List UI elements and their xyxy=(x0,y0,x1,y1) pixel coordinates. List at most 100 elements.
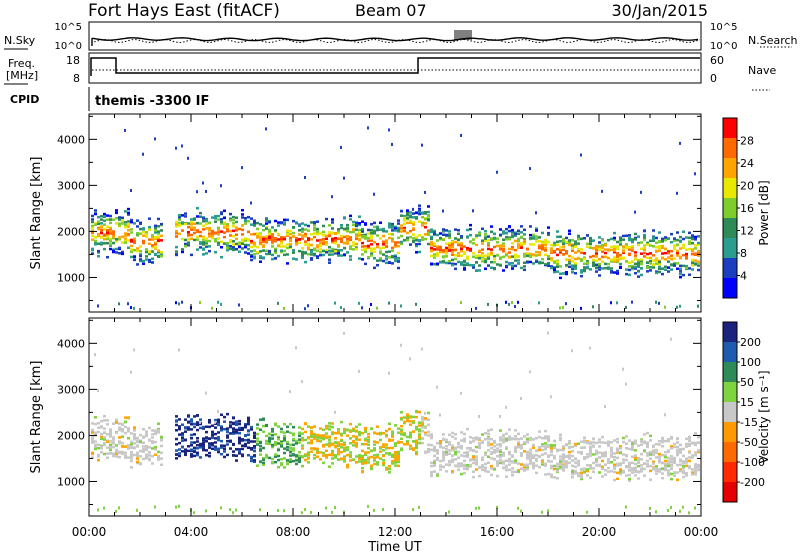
data-cell xyxy=(271,238,274,242)
data-cell xyxy=(289,449,292,452)
data-cell xyxy=(388,256,391,259)
data-cell xyxy=(100,231,103,235)
data-cell xyxy=(97,251,100,254)
data-cell xyxy=(157,250,160,254)
data-cell xyxy=(463,454,466,458)
data-cell xyxy=(511,473,514,477)
data-cell xyxy=(628,468,631,472)
data-cell xyxy=(553,270,556,274)
data-cell xyxy=(589,242,592,246)
data-cell xyxy=(106,452,109,455)
data-cell xyxy=(130,440,133,444)
data-cell xyxy=(355,228,358,231)
data-cell xyxy=(271,240,274,243)
data-cell xyxy=(541,510,543,514)
data-cell xyxy=(619,447,622,450)
data-cell xyxy=(106,255,109,259)
data-cell xyxy=(490,266,493,270)
data-cell xyxy=(694,262,697,265)
data-cell xyxy=(277,465,280,469)
data-cell xyxy=(514,248,517,252)
data-cell xyxy=(418,421,421,424)
data-cell xyxy=(655,245,658,249)
data-cell xyxy=(394,257,397,260)
data-cell xyxy=(331,442,334,445)
data-cell xyxy=(481,465,484,469)
data-cell xyxy=(139,454,142,458)
data-cell xyxy=(322,451,325,455)
data-cell xyxy=(220,439,223,443)
data-cell xyxy=(259,260,262,263)
data-cell xyxy=(253,223,256,227)
data-cell xyxy=(598,456,601,459)
data-cell xyxy=(136,457,139,460)
data-cell xyxy=(436,385,438,389)
data-cell xyxy=(583,237,586,240)
data-cell xyxy=(610,237,613,241)
data-cell xyxy=(601,475,604,478)
data-cell xyxy=(106,419,109,422)
data-cell xyxy=(622,251,625,254)
data-cell xyxy=(568,457,571,460)
data-cell xyxy=(400,437,403,441)
data-cell xyxy=(325,251,328,254)
data-cell xyxy=(496,244,499,248)
data-cell xyxy=(418,410,421,414)
data-cell xyxy=(352,427,355,431)
data-cell xyxy=(328,249,331,253)
data-cell xyxy=(640,241,643,244)
data-cell xyxy=(97,220,100,224)
data-cell xyxy=(628,461,631,465)
data-cell xyxy=(106,228,109,232)
data-cell xyxy=(655,236,658,240)
data-cell xyxy=(316,449,319,452)
data-cell xyxy=(577,474,580,478)
data-cell xyxy=(400,230,403,233)
data-cell xyxy=(283,437,286,441)
data-cell xyxy=(235,423,238,427)
data-cell xyxy=(637,459,640,462)
data-cell xyxy=(235,237,238,241)
data-cell xyxy=(673,458,676,462)
data-cell xyxy=(490,237,493,240)
data-cell xyxy=(334,240,337,243)
data-cell xyxy=(205,440,208,443)
data-cell xyxy=(229,425,232,428)
data-cell xyxy=(148,457,151,461)
data-cell xyxy=(493,448,496,452)
data-cell xyxy=(241,216,244,219)
data-cell xyxy=(133,241,136,245)
data-cell xyxy=(385,468,388,471)
data-cell xyxy=(382,243,385,246)
data-cell xyxy=(697,251,700,255)
data-cell xyxy=(355,237,358,241)
data-cell xyxy=(688,437,691,440)
data-cell xyxy=(574,272,577,275)
data-cell xyxy=(361,458,364,461)
data-cell xyxy=(241,247,244,250)
data-cell xyxy=(178,224,181,227)
data-cell xyxy=(397,222,400,225)
data-cell xyxy=(628,473,631,477)
data-cell xyxy=(445,242,448,246)
data-cell xyxy=(352,429,355,432)
data-cell xyxy=(499,246,502,249)
data-cell xyxy=(265,249,268,252)
data-cell xyxy=(130,455,133,459)
data-cell xyxy=(316,220,319,223)
data-cell xyxy=(235,430,238,434)
data-cell xyxy=(286,425,289,429)
data-cell xyxy=(652,254,655,257)
data-cell xyxy=(466,427,469,431)
data-cell xyxy=(265,218,268,221)
data-cell xyxy=(667,251,670,255)
data-cell xyxy=(343,242,346,245)
data-cell xyxy=(421,418,424,421)
data-cell xyxy=(673,244,676,247)
data-cell xyxy=(571,244,574,248)
data-cell xyxy=(616,251,619,255)
data-cell xyxy=(631,448,634,452)
data-cell xyxy=(601,250,604,253)
data-cell xyxy=(328,224,331,227)
data-cell xyxy=(613,455,616,459)
